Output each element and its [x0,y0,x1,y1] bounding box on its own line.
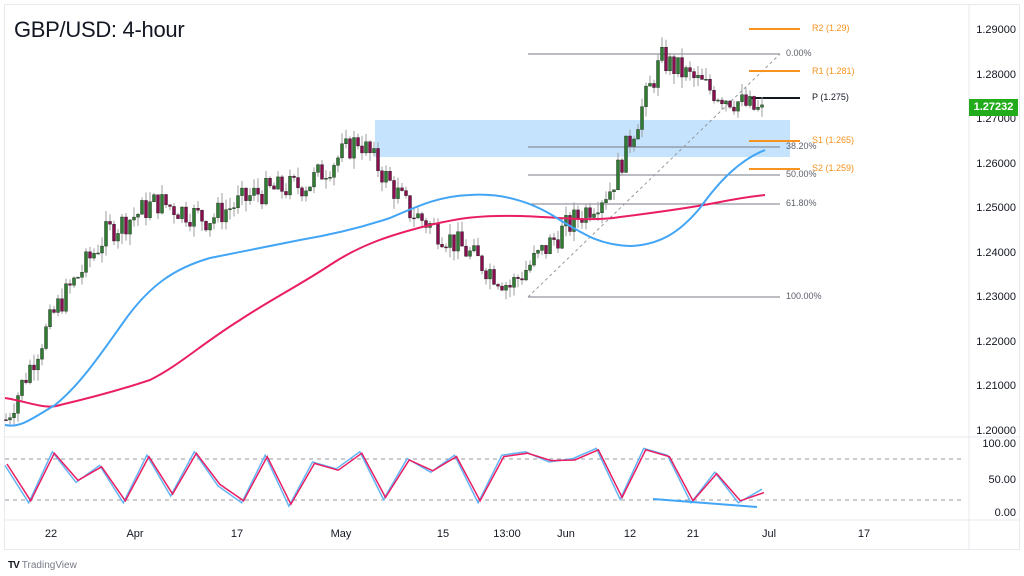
price-tick: 1.26000 [976,158,1016,170]
price-tick: 1.23000 [976,291,1016,303]
stoch-d-line [6,448,765,506]
tradingview-icon: TV [8,560,20,571]
ma-fast-line [4,149,766,427]
time-tick: 22 [44,528,58,540]
pivot-label: P (1.275) [812,92,849,102]
fib-100-label: 100.00% [786,291,822,301]
time-tick: 21 [686,528,700,540]
fib-0-label: 0.00% [786,48,812,58]
stoch-k-line [4,447,763,508]
chart-title: GBP/USD: 4-hour [14,17,185,42]
price-tick: 1.25000 [976,202,1016,214]
ma-slow-line [4,194,766,408]
fib-618-label: 61.80% [786,198,817,208]
r2-label: R2 (1.29) [812,23,850,33]
s2-label: S2 (1.259) [812,163,855,173]
stoch-tick: 100.00 [982,438,1016,450]
r1-label: R1 (1.281) [812,66,855,76]
price-tick: 1.24000 [976,247,1016,259]
pivot-levels [749,28,800,170]
brand-label: TradingView [21,560,77,571]
price-tick: 1.22000 [976,336,1016,348]
price-tick: 1.27000 [976,113,1016,125]
tradingview-logo[interactable]: TV TradingView [8,560,77,571]
price-tick: 1.28000 [976,69,1016,81]
price-tick: 1.20000 [976,425,1016,437]
price-candles [4,37,764,426]
time-tick: 13:00 [493,528,521,540]
divergence-line [652,498,758,508]
time-tick: May [330,528,352,540]
time-tick: Jun [557,528,575,540]
price-tick: 1.21000 [976,380,1016,392]
resistance-zone [375,120,790,157]
time-tick: 17 [230,528,244,540]
time-tick: 12 [623,528,637,540]
stoch-tick: 0.00 [994,507,1016,519]
price-tick: 1.29000 [976,24,1016,36]
fib-50-label: 50.00% [786,169,817,179]
time-tick: 15 [436,528,450,540]
s1-label: S1 (1.265) [812,135,855,145]
time-tick: Jul [761,528,777,540]
time-tick: Apr [126,528,144,540]
chart-frame [4,4,1020,550]
current-price-tag: 1.27232 [969,99,1018,116]
fib-382-label: 38.20% [786,141,817,151]
stoch-tick: 50.00 [988,474,1016,486]
time-tick: 17 [857,528,871,540]
fibonacci-retracement [527,53,781,298]
